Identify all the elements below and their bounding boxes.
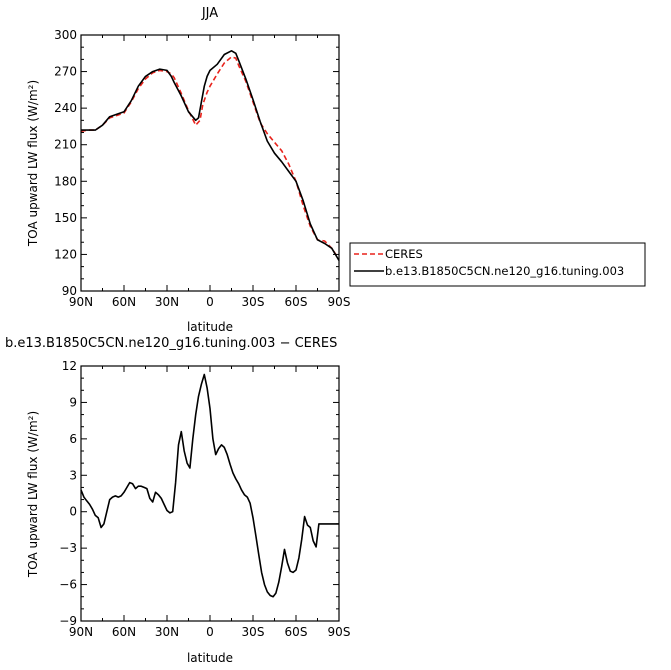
- legend: CERES b.e13.B1850C5CN.ne120_g16.tuning.0…: [349, 242, 646, 287]
- top-x-tick-label: 30S: [242, 295, 265, 309]
- bottom-y-tick-label: −6: [59, 578, 77, 592]
- bottom-y-tick-label: −3: [59, 541, 77, 555]
- top-y-ticks: 90 120 150 180 210 240 270 300: [54, 28, 339, 298]
- bottom-y-tick-label: −9: [59, 614, 77, 628]
- bottom-y-ticks: −9 −6 −3 0 3 6 9 12: [59, 359, 339, 628]
- top-x-tick-label: 0: [206, 295, 214, 309]
- bottom-series-layer: [80, 373, 339, 598]
- bottom-y-tick-label: 6: [69, 432, 77, 446]
- bottom-x-tick-label: 60N: [112, 625, 136, 639]
- top-x-tick-label: 90S: [328, 295, 351, 309]
- top-plot-frame: [80, 34, 340, 292]
- bottom-x-tick-label: 30S: [242, 625, 265, 639]
- top-y-tick-label: 180: [54, 174, 77, 188]
- bottom-x-tick-label: 90N: [69, 625, 93, 639]
- top-x-tick-label: 60N: [112, 295, 136, 309]
- top-x-ticks: 90N 60N 30N 0 30S 60S 90S: [69, 35, 351, 309]
- top-series-line-0: [80, 56, 340, 260]
- top-series-layer: [80, 49, 340, 261]
- top-x-axis-label: latitude: [187, 320, 233, 334]
- bottom-y-axis-label: TOA upward LW flux (W/m²): [26, 411, 40, 578]
- top-panel: JJA 90N 60N 30N 0 30S 60S 90S 90 120 150 180 210 24…: [26, 6, 350, 334]
- top-y-tick-label: 150: [54, 211, 77, 225]
- legend-label-ceres: CERES: [385, 247, 423, 261]
- bottom-y-tick-label: 0: [69, 505, 77, 519]
- bottom-series-line-0: [80, 373, 339, 598]
- top-y-tick-label: 270: [54, 65, 77, 79]
- bottom-x-tick-label: 90S: [328, 625, 351, 639]
- top-series-line-1: [81, 49, 340, 261]
- bottom-x-tick-label: 30N: [155, 625, 179, 639]
- bottom-x-tick-label: 60S: [285, 625, 308, 639]
- top-y-tick-label: 120: [54, 247, 77, 261]
- top-y-tick-label: 90: [62, 284, 77, 298]
- bottom-chart-title: b.e13.B1850C5CN.ne120_g16.tuning.003 − C…: [5, 336, 337, 351]
- top-y-tick-label: 300: [54, 28, 77, 42]
- top-chart-title: JJA: [201, 6, 218, 21]
- bottom-x-ticks: 90N 60N 30N 0 30S 60S 90S: [69, 366, 351, 639]
- top-y-axis-label: TOA upward LW flux (W/m²): [26, 80, 40, 247]
- top-x-tick-label: 90N: [69, 295, 93, 309]
- legend-label-model: b.e13.B1850C5CN.ne120_g16.tuning.003: [385, 264, 624, 278]
- legend-box: [349, 242, 646, 287]
- bottom-y-tick-label: 9: [69, 395, 77, 409]
- top-y-tick-label: 240: [54, 101, 77, 115]
- bottom-x-axis-label: latitude: [187, 651, 233, 665]
- top-x-tick-label: 30N: [155, 295, 179, 309]
- top-y-tick-label: 210: [54, 138, 77, 152]
- bottom-y-tick-label: 12: [62, 359, 77, 373]
- bottom-y-tick-label: 3: [69, 468, 77, 482]
- bottom-panel: b.e13.B1850C5CN.ne120_g16.tuning.003 − C…: [5, 336, 350, 665]
- bottom-x-tick-label: 0: [206, 625, 214, 639]
- top-x-tick-label: 60S: [285, 295, 308, 309]
